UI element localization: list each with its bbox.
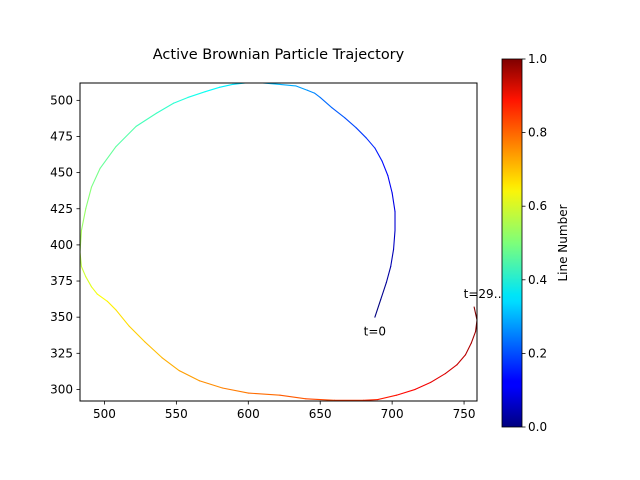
x-tick-label: 500 xyxy=(93,407,116,421)
trajectory-segment xyxy=(305,398,336,401)
trajectory-segment xyxy=(331,107,346,119)
colorbar-tick-label: 0.0 xyxy=(528,420,547,434)
trajectory-segment xyxy=(279,83,297,87)
trajectory-segment xyxy=(456,354,467,366)
annotations: t=0 t=29…0 xyxy=(364,287,514,339)
trajectory-segment xyxy=(430,372,446,383)
trajectory-segment xyxy=(355,127,367,139)
trajectory-segment xyxy=(344,117,357,129)
trajectory-segment xyxy=(470,331,477,344)
trajectory-segment xyxy=(390,248,395,268)
trajectory-segment xyxy=(115,125,137,148)
trajectory-segment xyxy=(106,300,117,311)
y-tick-label: 375 xyxy=(50,274,73,288)
trajectory-segment xyxy=(198,380,223,389)
trajectory-segment xyxy=(393,229,396,250)
trajectory-segment xyxy=(90,286,98,295)
trajectory-segment xyxy=(135,112,157,127)
trajectory-segment xyxy=(80,208,87,231)
colorbar-label: Line Number xyxy=(556,204,570,281)
trajectory-segment xyxy=(391,192,396,213)
trajectory-segment xyxy=(377,394,397,401)
colorbar-tick-label: 0.4 xyxy=(528,273,547,287)
trajectory-segment xyxy=(204,86,221,93)
trajectory-segment xyxy=(247,392,281,396)
x-axis: 500 550 600 650 700 750 xyxy=(93,401,476,421)
y-tick-label: 400 xyxy=(50,238,73,252)
plot-frame xyxy=(79,82,478,402)
trajectory-segment xyxy=(306,89,316,94)
colorbar-tick-label: 1.0 xyxy=(528,52,547,66)
trajectory-segment xyxy=(172,96,189,104)
y-tick-label: 350 xyxy=(50,310,73,324)
annotation-label: t=29…0 xyxy=(464,287,514,301)
trajectory-segment xyxy=(319,96,333,109)
chart-title: Active Brownian Particle Trajectory xyxy=(153,47,405,63)
trajectory-segment xyxy=(96,293,108,302)
y-tick-label: 425 xyxy=(50,202,73,216)
colorbar-axis: 0.0 0.2 0.4 0.6 0.8 1.0 xyxy=(522,52,547,434)
trajectory-segment xyxy=(128,325,146,343)
trajectory-segment xyxy=(85,186,93,210)
trajectory-segment xyxy=(374,299,382,318)
trajectory-segment xyxy=(464,342,472,356)
trajectory-segment xyxy=(444,364,458,375)
colorbar-tick-label: 0.6 xyxy=(528,199,547,213)
y-tick-label: 475 xyxy=(50,129,73,143)
trajectory-segment xyxy=(380,281,387,301)
x-tick-label: 700 xyxy=(381,407,404,421)
x-tick-label: 650 xyxy=(309,407,332,421)
trajectory-segment xyxy=(385,266,392,284)
trajectory-segment xyxy=(279,394,307,400)
x-tick-label: 600 xyxy=(237,407,260,421)
x-tick-label: 550 xyxy=(165,407,188,421)
trajectory-segment xyxy=(90,167,101,188)
trajectory-segment xyxy=(221,387,249,394)
trajectory-segment xyxy=(395,388,416,396)
trajectory-segment xyxy=(414,381,432,390)
trajectory-segment xyxy=(365,137,376,149)
y-tick-label: 325 xyxy=(50,346,73,360)
trajectory-segment xyxy=(374,147,383,162)
colorbar xyxy=(501,58,523,428)
trajectory-segment xyxy=(144,341,163,359)
trajectory-segment xyxy=(80,266,87,278)
colorbar-tick-label: 0.2 xyxy=(528,346,547,360)
trajectory-segment xyxy=(155,102,175,114)
y-tick-label: 450 xyxy=(50,166,73,180)
y-tick-label: 500 xyxy=(50,93,73,107)
x-tick-label: 750 xyxy=(453,407,476,421)
trajectory-segment xyxy=(161,357,180,372)
trajectory-segment xyxy=(115,309,130,327)
y-tick-label: 300 xyxy=(50,382,73,396)
annotation-label: t=0 xyxy=(364,325,386,339)
trajectory-segment xyxy=(187,91,206,99)
colorbar-tick-label: 0.8 xyxy=(528,126,547,140)
trajectory-segment xyxy=(85,276,93,288)
trajectory-series xyxy=(80,83,477,401)
y-axis: 300 325 350 375 400 425 450 475 500 xyxy=(50,93,80,396)
trajectory-segment xyxy=(313,92,321,99)
trajectory-segment xyxy=(362,399,379,401)
trajectory-segment xyxy=(381,160,389,177)
trajectory-segment xyxy=(387,174,393,194)
trajectory-segment xyxy=(295,85,308,91)
trajectory-segment xyxy=(178,370,200,382)
trajectory-segment xyxy=(99,146,117,169)
trajectory-segment xyxy=(218,83,234,88)
